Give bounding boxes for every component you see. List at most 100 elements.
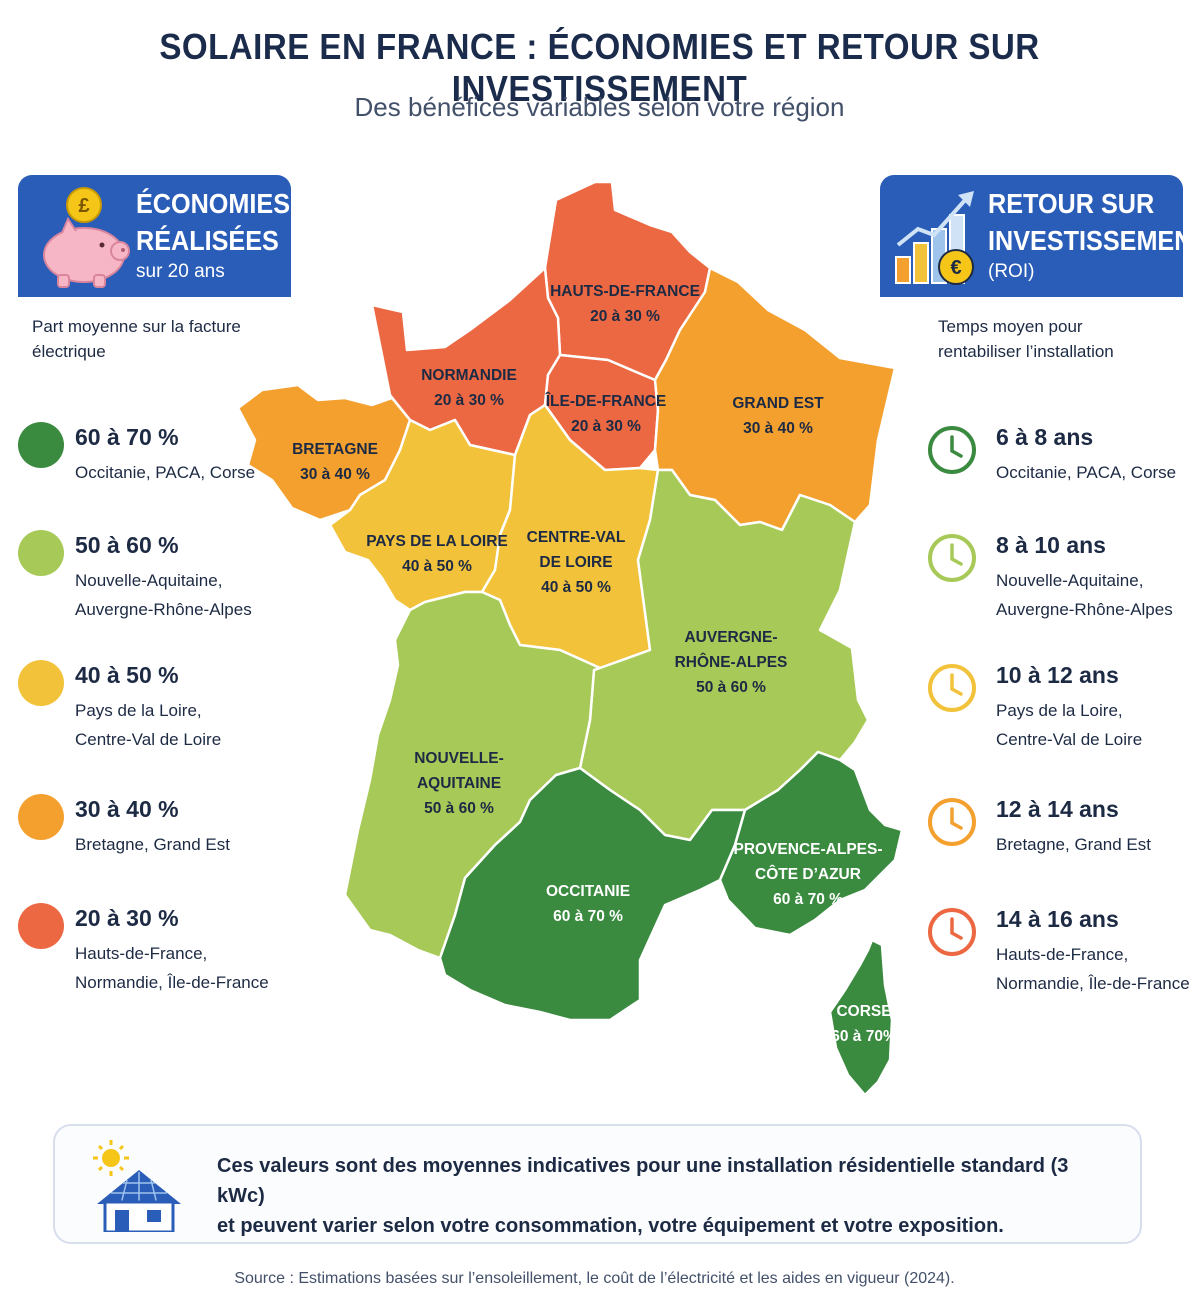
piggy-bank-euro-icon: £ bbox=[43, 187, 130, 288]
clock-icon bbox=[928, 908, 976, 956]
legend-regions: Nouvelle-Aquitaine, Auvergne-Rhône-Alpes bbox=[75, 571, 252, 619]
clock-icon bbox=[928, 798, 976, 846]
roi-legend-item: 10 à 12 ans Pays de la Loire, Centre-Val… bbox=[926, 658, 1188, 768]
svg-text:£: £ bbox=[78, 195, 89, 217]
region-label-line: BRETAGNE bbox=[292, 441, 378, 458]
region-paca bbox=[718, 750, 904, 937]
roi-panel-description: Temps moyen pour rentabiliser l’installa… bbox=[938, 317, 1114, 361]
savings-panel-title: ÉCONOMIES RÉALISÉES bbox=[136, 188, 291, 256]
region-label-line: 40 à 50 % bbox=[402, 558, 472, 575]
region-label-line: GRAND EST bbox=[732, 395, 824, 412]
region-label-line: 50 à 60 % bbox=[424, 800, 494, 817]
legend-value: 8 à 10 ans bbox=[996, 532, 1106, 558]
region-occitanie bbox=[438, 766, 747, 1022]
region-label-line: AUVERGNE- bbox=[684, 629, 777, 646]
legend-color-dot bbox=[18, 794, 64, 840]
region-label-occitanie: OCCITANIE 60 à 70 % bbox=[546, 883, 630, 925]
region-label-line: PROVENCE-ALPES- bbox=[734, 841, 883, 858]
legend-color-dot bbox=[18, 903, 64, 949]
legend-color-dot bbox=[18, 422, 64, 468]
roi-legend-item: 8 à 10 ans Nouvelle-Aquitaine, Auvergne-… bbox=[926, 528, 1188, 638]
region-label-line: 40 à 50 % bbox=[541, 579, 611, 596]
region-label-grand-est: GRAND EST 30 à 40 % bbox=[732, 395, 824, 437]
bar-chart-euro-icon: € bbox=[895, 191, 974, 285]
region-label-line: ÎLE-DE-FRANCE bbox=[545, 392, 667, 410]
region-label-line: OCCITANIE bbox=[546, 883, 630, 900]
region-label-ile-de-france: ÎLE-DE-FRANCE 20 à 30 % bbox=[545, 392, 667, 435]
clock-icon bbox=[928, 534, 976, 582]
region-label-line: 50 à 60 % bbox=[696, 679, 766, 696]
legend-value: 60 à 70 % bbox=[75, 424, 179, 450]
region-label-line: 60 à 70 % bbox=[773, 891, 843, 908]
legend-regions: Bretagne, Grand Est bbox=[75, 835, 230, 854]
legend-regions: Bretagne, Grand Est bbox=[996, 835, 1151, 854]
solar-house-icon bbox=[93, 1140, 181, 1232]
region-label-corse: CORSE 60 à 70% bbox=[831, 1003, 897, 1045]
savings-legend-item: 30 à 40 % Bretagne, Grand Est bbox=[18, 794, 278, 904]
legend-value: 30 à 40 % bbox=[75, 796, 179, 822]
region-label-line: HAUTS-DE-FRANCE bbox=[550, 283, 700, 300]
page-title: SOLAIRE EN FRANCE : ÉCONOMIES ET RETOUR … bbox=[159, 26, 1040, 109]
region-label-hauts-de-france: HAUTS-DE-FRANCE 20 à 30 % bbox=[550, 283, 700, 325]
region-label-line: CORSE bbox=[836, 1003, 891, 1020]
info-note-text: Ces valeurs sont des moyennes indicative… bbox=[217, 1155, 1069, 1237]
map-labels: HAUTS-DE-FRANCE 20 à 30 % NORMANDIE 20 à 3… bbox=[292, 283, 897, 1045]
legend-regions: Hauts-de-France, Normandie, Île-de-Franc… bbox=[996, 945, 1190, 993]
roi-panel-subtitle: (ROI) bbox=[988, 261, 1035, 282]
legend-value: 10 à 12 ans bbox=[996, 662, 1119, 688]
region-label-line: 30 à 40 % bbox=[743, 420, 813, 437]
savings-legend-item: 60 à 70 % Occitanie, PACA, Corse bbox=[18, 422, 278, 532]
legend-value: 40 à 50 % bbox=[75, 662, 179, 688]
savings-legend-item: 20 à 30 % Hauts-de-France, Normandie, Îl… bbox=[18, 903, 278, 1013]
region-label-line: NORMANDIE bbox=[421, 367, 517, 384]
region-label-centre-val-de-loire: CENTRE-VAL DE LOIRE 40 à 50 % bbox=[527, 529, 626, 596]
legend-value: 50 à 60 % bbox=[75, 532, 179, 558]
roi-legend-item: 14 à 16 ans Hauts-de-France, Normandie, … bbox=[926, 902, 1190, 1012]
roi-panel-header: € RETOUR SUR INVESTISSEMENT (ROI) bbox=[880, 175, 1199, 297]
savings-panel-description: Part moyenne sur la facture électrique bbox=[32, 317, 241, 361]
region-label-line: CENTRE-VAL bbox=[527, 529, 626, 546]
savings-panel-subtitle: sur 20 ans bbox=[136, 261, 225, 282]
region-label-line: RHÔNE-ALPES bbox=[675, 653, 788, 671]
region-label-line: 20 à 30 % bbox=[590, 308, 660, 325]
savings-legend-item: 40 à 50 % Pays de la Loire, Centre-Val d… bbox=[18, 660, 278, 770]
clock-icon bbox=[928, 426, 976, 474]
region-label-line: 30 à 40 % bbox=[300, 466, 370, 483]
legend-color-dot bbox=[18, 530, 64, 576]
roi-legend-item: 12 à 14 ans Bretagne, Grand Est bbox=[926, 792, 1188, 902]
roi-panel-title: RETOUR SUR INVESTISSEMENT bbox=[988, 188, 1199, 256]
info-note-box bbox=[53, 1124, 1142, 1244]
region-label-line: NOUVELLE- bbox=[414, 750, 504, 767]
region-label-auvergne-rhone-alpes: AUVERGNE- RHÔNE-ALPES 50 à 60 % bbox=[675, 629, 788, 696]
region-corse bbox=[828, 938, 894, 1097]
region-label-paca: PROVENCE-ALPES- CÔTE D’AZUR 60 à 70 % bbox=[734, 841, 883, 908]
legend-regions: Occitanie, PACA, Corse bbox=[996, 463, 1177, 482]
legend-regions: Hauts-de-France, Normandie, Île-de-Franc… bbox=[75, 944, 269, 992]
legend-color-dot bbox=[18, 660, 64, 706]
savings-legend-item: 50 à 60 % Nouvelle-Aquitaine, Auvergne-R… bbox=[18, 530, 278, 640]
region-label-bretagne: BRETAGNE 30 à 40 % bbox=[292, 441, 378, 483]
legend-value: 14 à 16 ans bbox=[996, 906, 1119, 932]
region-label-line: 20 à 30 % bbox=[434, 392, 504, 409]
region-label-normandie: NORMANDIE 20 à 30 % bbox=[421, 367, 517, 409]
region-label-nouvelle-aquitaine: NOUVELLE- AQUITAINE 50 à 60 % bbox=[414, 750, 504, 817]
region-label-line: DE LOIRE bbox=[539, 554, 612, 571]
region-label-pays-de-la-loire: PAYS DE LA LOIRE 40 à 50 % bbox=[366, 533, 508, 575]
legend-regions: Nouvelle-Aquitaine, Auvergne-Rhône-Alpes bbox=[996, 571, 1173, 619]
legend-value: 20 à 30 % bbox=[75, 905, 179, 931]
region-label-line: PAYS DE LA LOIRE bbox=[366, 533, 508, 550]
legend-value: 12 à 14 ans bbox=[996, 796, 1119, 822]
region-label-line: CÔTE D’AZUR bbox=[755, 865, 861, 883]
region-label-line: 20 à 30 % bbox=[571, 418, 641, 435]
legend-regions: Pays de la Loire, Centre-Val de Loire bbox=[996, 701, 1143, 749]
savings-panel-header: £ ÉCONOMIES RÉALISÉES sur 20 ans bbox=[18, 175, 291, 297]
page-subtitle: Des bénéfices variables selon votre régi… bbox=[354, 92, 845, 122]
region-label-line: 60 à 70 % bbox=[553, 908, 623, 925]
legend-regions: Occitanie, PACA, Corse bbox=[75, 463, 256, 482]
svg-text:€: € bbox=[950, 257, 961, 279]
source-footnote: Source : Estimations basées sur l’ensole… bbox=[234, 1270, 955, 1287]
legend-regions: Pays de la Loire, Centre-Val de Loire bbox=[75, 701, 222, 749]
region-label-line: AQUITAINE bbox=[417, 775, 501, 792]
legend-value: 6 à 8 ans bbox=[996, 424, 1094, 450]
